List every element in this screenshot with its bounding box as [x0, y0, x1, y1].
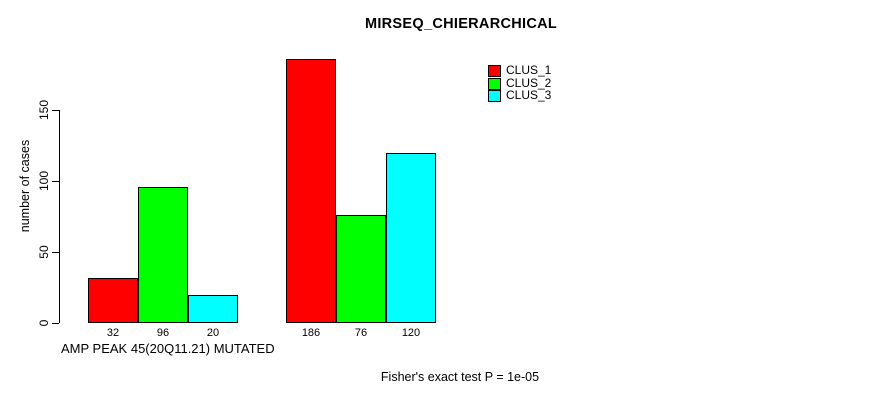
legend-label-clus_3: CLUS_3 — [506, 88, 552, 102]
legend-label-clus_2: CLUS_2 — [506, 75, 552, 90]
bar-value-label-32: 32 — [106, 327, 120, 339]
bar-value-label-120: 120 — [401, 327, 421, 339]
legend-swatch-clus_2 — [488, 77, 501, 90]
bar-group-1-clus_1 — [88, 278, 138, 323]
y-tick-label-50: 50 — [37, 245, 51, 259]
legend-swatch-clus_3 — [488, 90, 501, 102]
legend-swatch-clus_1 — [488, 65, 501, 77]
bar-group-2-clus_3 — [386, 153, 436, 323]
bar-value-label-96: 96 — [156, 327, 170, 339]
bar-group-1-clus_3 — [188, 295, 238, 323]
y-tick-mark-100 — [52, 181, 59, 182]
bar-group-2-clus_1 — [286, 59, 336, 323]
bar-group-1-clus_2 — [138, 187, 188, 323]
y-axis-line — [59, 110, 60, 323]
x-axis-label: AMP PEAK 45(20Q11.21) MUTATED — [61, 341, 275, 356]
y-tick-mark-50 — [52, 252, 59, 253]
legend-label-clus_1: CLUS_1 — [506, 63, 552, 77]
chart-title: MIRSEQ_CHIERARCHICAL — [364, 16, 558, 32]
bar-value-label-186: 186 — [301, 327, 321, 339]
footnote-pvalue: Fisher's exact test P = 1e-05 — [380, 370, 540, 384]
bar-value-label-76: 76 — [354, 327, 368, 339]
bar-value-label-20: 20 — [206, 327, 220, 339]
y-axis-title: number of cases — [18, 139, 32, 233]
y-tick-label-150: 150 — [37, 99, 51, 121]
bar-group-2-clus_2 — [336, 215, 386, 323]
y-tick-label-0: 0 — [37, 319, 51, 327]
y-tick-label-100: 100 — [37, 170, 51, 192]
y-tick-mark-150 — [52, 110, 59, 111]
y-tick-mark-0 — [52, 323, 59, 324]
